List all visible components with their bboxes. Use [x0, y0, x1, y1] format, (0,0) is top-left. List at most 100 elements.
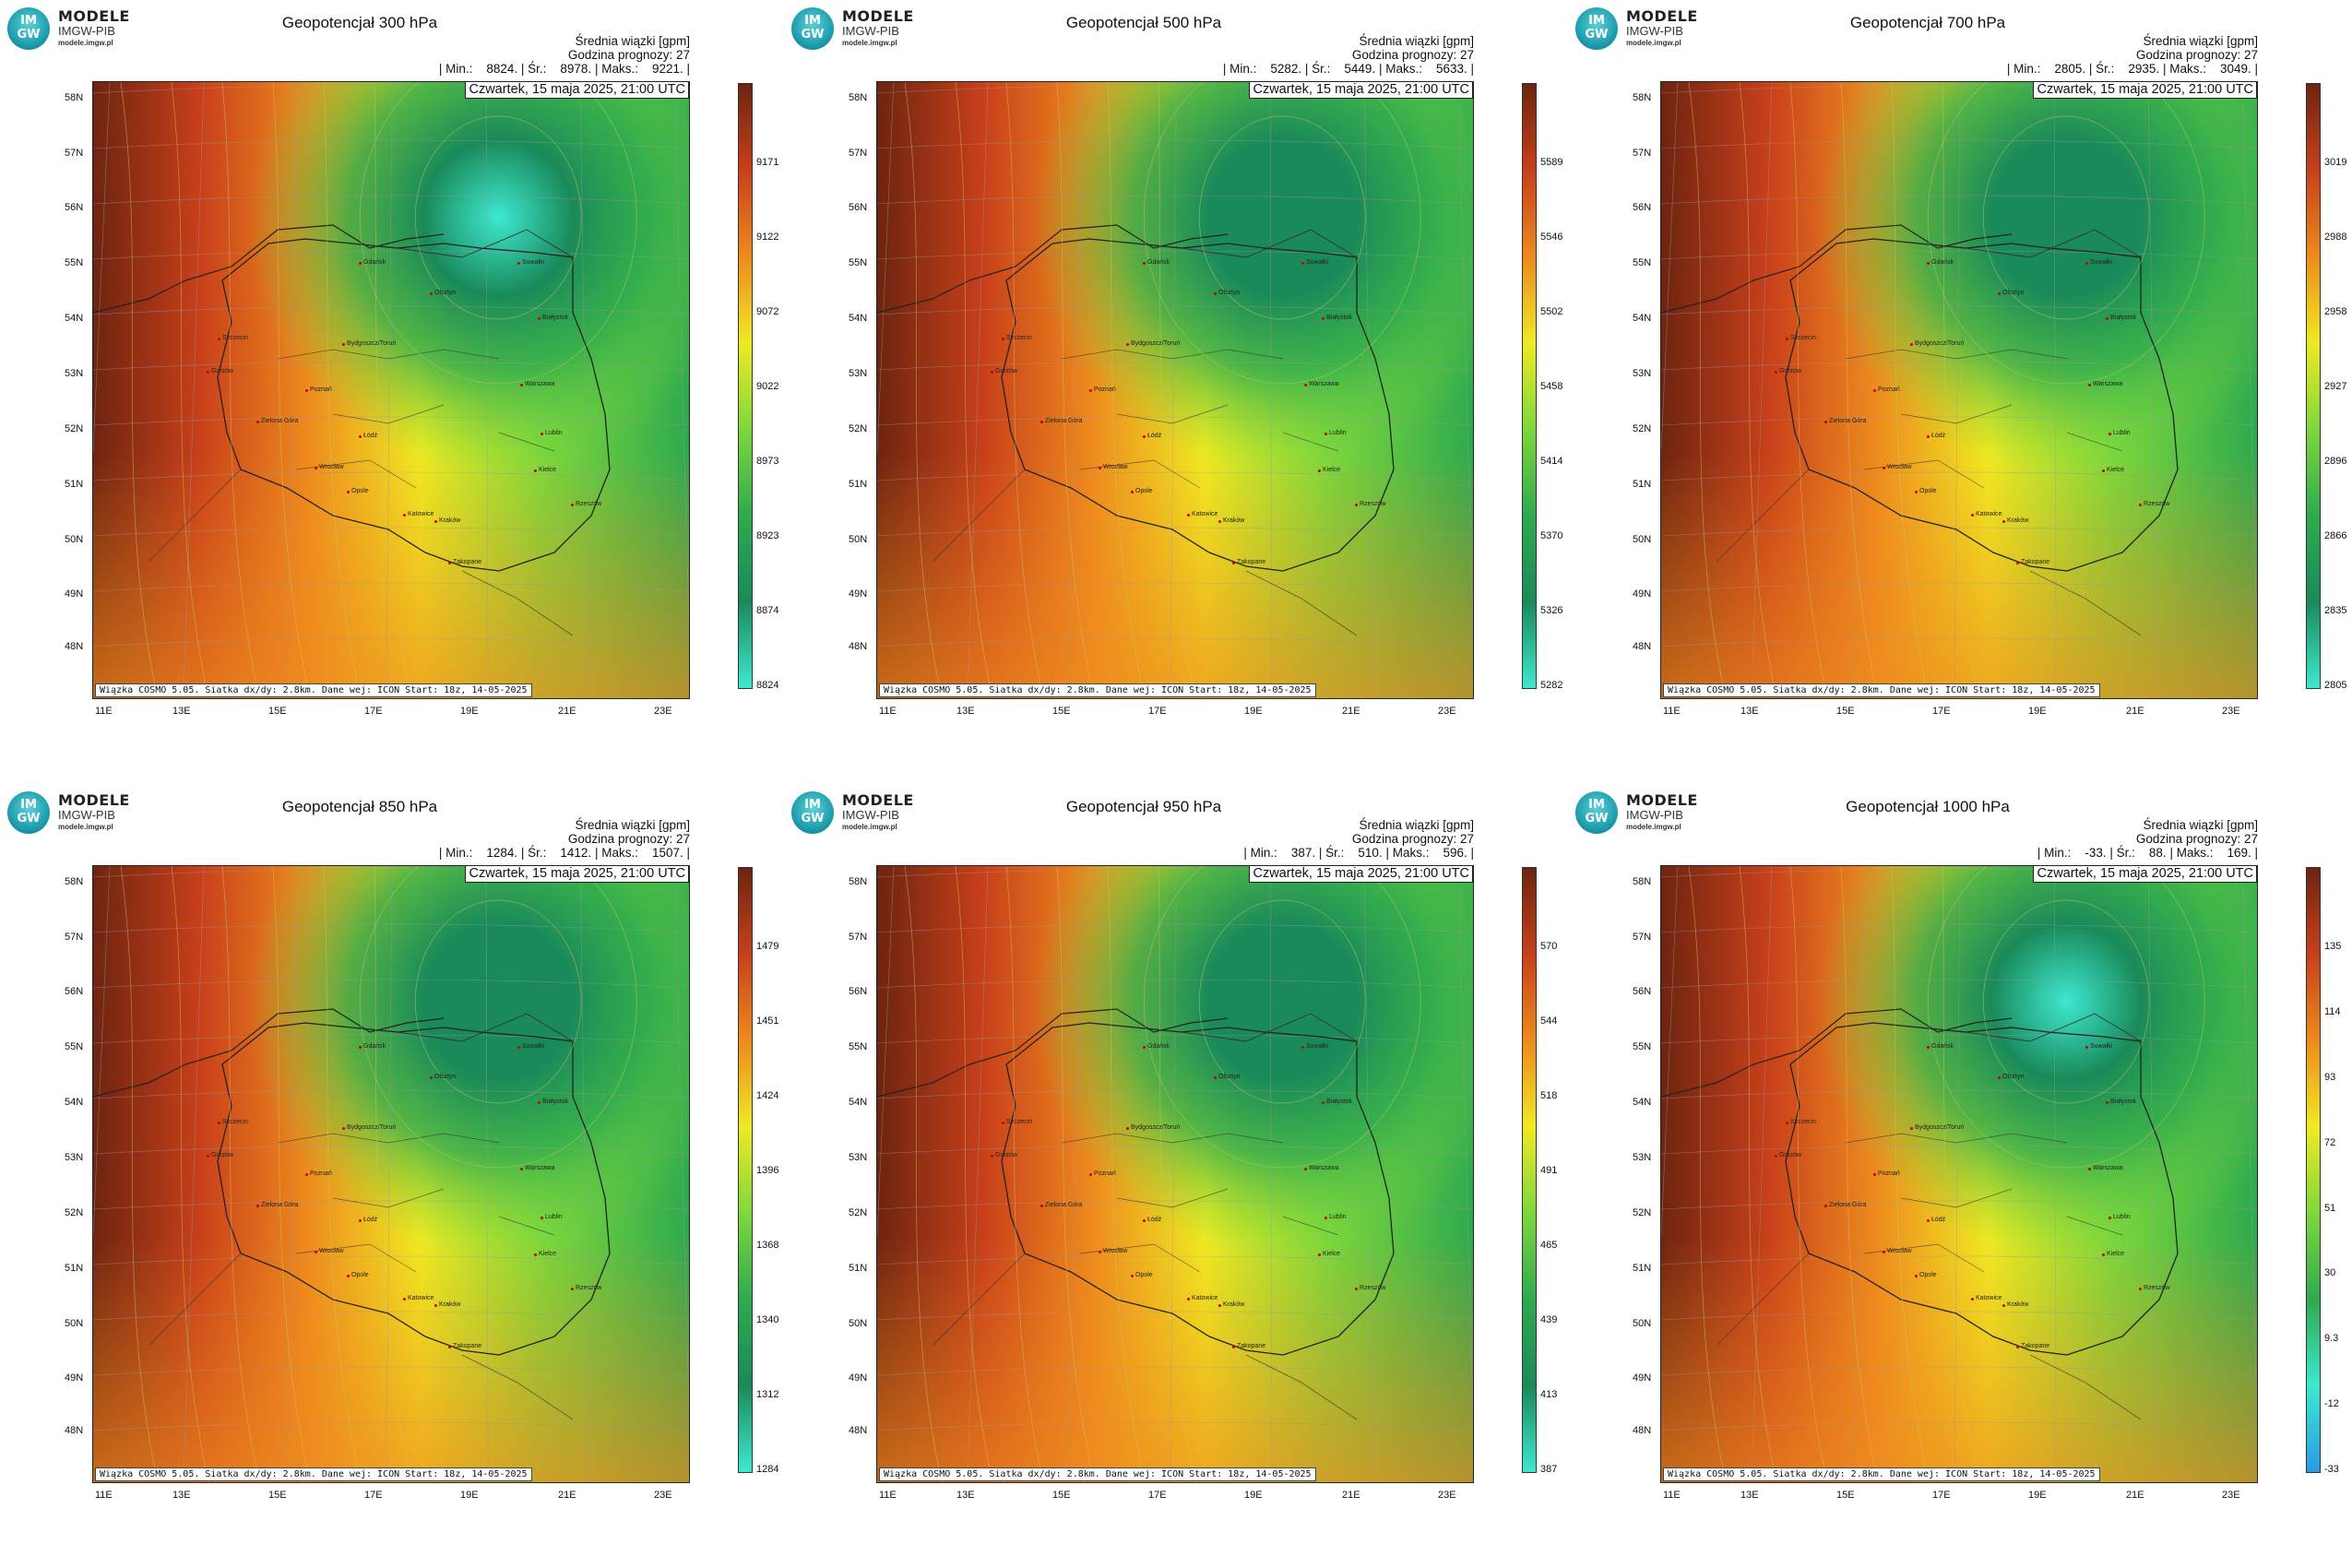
colorbar-tick: 1368: [756, 1240, 779, 1251]
latitude-label: 48N: [65, 1425, 84, 1436]
colorbar-tick: 2866: [2324, 530, 2347, 541]
geopotential-map: Gdańsk Olsztyn Suwałki Białystok Szczecin Gor…: [92, 865, 690, 1483]
city-label: Zielona Góra: [1039, 1202, 1083, 1208]
meta-stats: | Min.: 8824. | Śr.: 8978. | Maks.: 9221…: [438, 62, 690, 76]
latitude-label: 56N: [65, 202, 84, 213]
city-label: Zakopane: [2015, 1343, 2050, 1349]
source-note: Wiązka COSMO 5.05. Siatka dx/dy: 2.8km. …: [95, 683, 532, 697]
latitude-label: 53N: [65, 1152, 84, 1163]
colorbar-tick: 5370: [1540, 530, 1563, 541]
longitude-label: 15E: [1052, 706, 1071, 717]
latitude-label: 51N: [65, 1263, 84, 1274]
city-label: Bydgoszcz/Toruń: [1909, 1124, 1965, 1131]
latitude-label: 58N: [849, 92, 868, 103]
city-label: Wrocław: [315, 1248, 344, 1254]
longitude-label: 15E: [1836, 1490, 1855, 1501]
latitude-label: 51N: [849, 1263, 868, 1274]
latitude-label: 51N: [1633, 1263, 1652, 1274]
longitude-label: 11E: [879, 1490, 897, 1501]
latitude-label: 56N: [65, 986, 84, 997]
poland-border: [1785, 1022, 2179, 1356]
poland-border: [1001, 238, 1395, 572]
logo-url: modele.imgw.pl: [842, 39, 897, 47]
colorbar-tick: -33: [2324, 1464, 2339, 1475]
map-panel: IM GW MODELE IMGW-PIB modele.imgw.pl Geopoten…: [0, 0, 784, 784]
latitude-label: 58N: [1633, 876, 1652, 887]
imgw-logo: IM GW MODELE IMGW-PIB modele.imgw.pl: [791, 7, 948, 53]
city-label: Rzeszów: [1354, 501, 1386, 507]
city-label: Kraków: [2002, 517, 2029, 524]
colorbar-tick: 5414: [1540, 456, 1563, 467]
meta-stats: | Min.: 5282. | Śr.: 5449. | Maks.: 5633…: [1222, 62, 1474, 76]
city-label: Lublin: [2108, 430, 2131, 436]
city-label: Wrocław: [315, 464, 344, 470]
latitude-label: 50N: [65, 534, 84, 545]
longitude-label: 11E: [1663, 706, 1681, 717]
longitude-label: 13E: [172, 1490, 191, 1501]
city-label: Gdańsk: [1926, 1043, 1954, 1050]
city-label: Katowice: [1186, 1295, 1218, 1301]
forecast-date: Czwartek, 15 maja 2025, 21:00 UTC: [465, 866, 689, 883]
colorbar-tick: 9022: [756, 381, 779, 392]
source-note: Wiązka COSMO 5.05. Siatka dx/dy: 2.8km. …: [879, 1467, 1316, 1481]
colorbar-tick: 93: [2324, 1071, 2336, 1083]
colorbar-tick: 9171: [756, 157, 779, 168]
latitude-label: 55N: [65, 257, 84, 268]
colorbar-tick: 5458: [1540, 381, 1563, 392]
panel-title: Geopotencjał 500 hPa: [1065, 14, 1222, 31]
logo-brand: MODELE: [842, 791, 914, 809]
latitude-label: 53N: [65, 368, 84, 379]
city-label: Kielce: [533, 1251, 557, 1257]
city-label: Olsztyn: [1213, 1074, 1241, 1080]
latitude-label: 55N: [849, 1041, 868, 1052]
latitude-label: 52N: [849, 1207, 868, 1218]
longitude-label: 13E: [956, 1490, 975, 1501]
colorbar-tick: 5502: [1540, 306, 1563, 317]
city-label: Kraków: [1218, 1301, 1245, 1308]
city-label: Lublin: [2108, 1214, 2131, 1220]
longitude-label: 21E: [2126, 1490, 2144, 1501]
city-label: Bydgoszcz/Toruń: [341, 340, 397, 347]
city-label: Bydgoszcz/Toruń: [1125, 340, 1181, 347]
longitude-label: 17E: [1148, 1490, 1167, 1501]
city-label: Warszawa: [519, 381, 555, 387]
logo-org: IMGW-PIB: [58, 808, 115, 822]
colorbar-tick: 3019: [2324, 157, 2347, 168]
colorbar-tick: 8923: [756, 530, 779, 541]
meta-forecast-hour: Godzina prognozy: 27: [1351, 832, 1474, 846]
city-label: Poznań: [1089, 386, 1116, 393]
colorbar: [1522, 83, 1537, 689]
colorbar-tick: 518: [1540, 1090, 1558, 1101]
meta-forecast-hour: Godzina prognozy: 27: [567, 832, 690, 846]
colorbar: [738, 867, 753, 1473]
forecast-date: Czwartek, 15 maja 2025, 21:00 UTC: [2033, 866, 2257, 883]
colorbar: [1522, 867, 1537, 1473]
geopotential-map: Gdańsk Olsztyn Suwałki Białystok Szczecin Gor…: [876, 81, 1474, 699]
logo-brand: MODELE: [58, 7, 130, 25]
panel-meta: Średnia wiązki [gpm] Godzina prognozy: 27…: [2037, 818, 2258, 860]
city-label: Olsztyn: [1997, 290, 2025, 296]
latitude-label: 53N: [1633, 368, 1652, 379]
city-label: Gdańsk: [1142, 259, 1170, 266]
latitude-label: 53N: [849, 368, 868, 379]
colorbar-tick: 114: [2324, 1005, 2341, 1017]
colorbar-tick: 5589: [1540, 157, 1563, 168]
latitude-label: 55N: [849, 257, 868, 268]
logo-url: modele.imgw.pl: [58, 39, 113, 47]
latitude-label: 50N: [1633, 1318, 1652, 1329]
city-label: Zakopane: [2015, 559, 2050, 565]
poland-border: [1001, 1022, 1395, 1356]
latitude-label: 55N: [65, 1041, 84, 1052]
latitude-label: 49N: [849, 588, 868, 600]
city-label: Szczecin: [1001, 335, 1033, 341]
latitude-label: 58N: [65, 92, 84, 103]
longitude-label: 13E: [956, 706, 975, 717]
city-label: Katowice: [1186, 511, 1218, 517]
logo-url: modele.imgw.pl: [1626, 823, 1681, 831]
logo-org: IMGW-PIB: [842, 24, 899, 38]
latitude-label: 53N: [1633, 1152, 1652, 1163]
latitude-label: 54N: [849, 1097, 868, 1108]
longitude-label: 17E: [1932, 1490, 1951, 1501]
city-label: Zakopane: [1231, 1343, 1266, 1349]
longitude-label: 21E: [2126, 706, 2144, 717]
